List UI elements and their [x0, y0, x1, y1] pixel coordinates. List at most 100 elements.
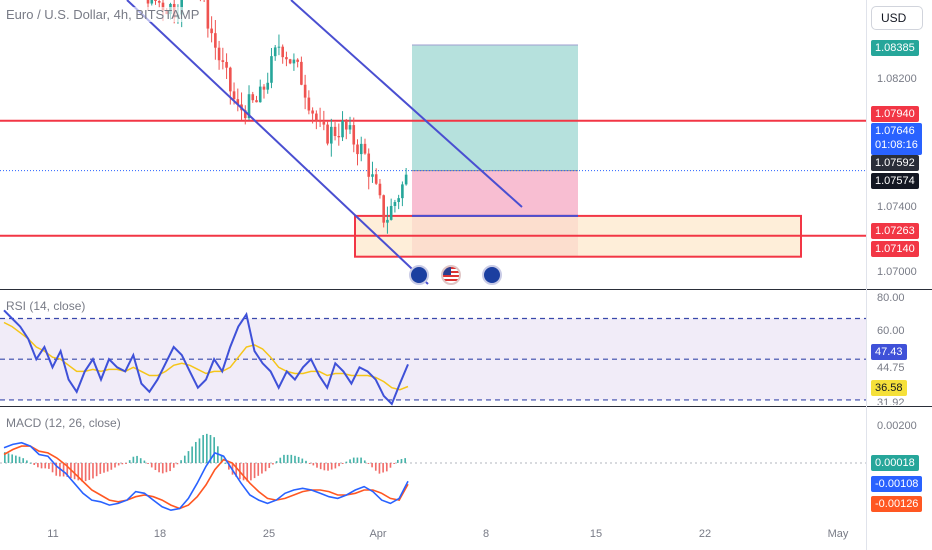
macd-histogram-bar [242, 462, 245, 481]
eu-event-flag-icon[interactable] [482, 265, 502, 285]
candle-body [344, 120, 348, 130]
currency-button[interactable]: USD [871, 6, 923, 30]
price-scale-border [866, 0, 867, 550]
candle-body [258, 86, 262, 103]
rsi-line [3, 309, 409, 406]
macd-histogram-bar [198, 438, 201, 463]
macd-histogram-bar [161, 462, 164, 474]
channel-lower-line [126, 0, 429, 285]
macd-histogram-bar [268, 462, 271, 468]
macd-histogram-bar [228, 462, 230, 470]
macd-histogram-bar [143, 460, 146, 463]
chart-title: Euro / U.S. Dollar, 4h, BITSTAMP [6, 7, 200, 22]
price-tick: 1.07000 [877, 266, 917, 278]
candle-body [311, 110, 314, 114]
candle-body [157, 1, 161, 3]
rsi-tick: 31.92 [877, 397, 905, 405]
candle-body [150, 0, 154, 4]
macd-histogram-bar [253, 462, 256, 479]
macd-histogram-bar [62, 462, 65, 477]
rsi-label[interactable]: RSI (14, close) [6, 299, 86, 313]
channel-upper-line [290, 0, 523, 208]
time-tick: May [827, 528, 849, 540]
candle-body [337, 136, 341, 138]
candle-body [307, 97, 311, 111]
macd-histogram-bar [275, 461, 278, 463]
macd-signal-badge: -0.00126 [871, 496, 923, 512]
candle-body [359, 143, 363, 155]
macd-histogram-bar [374, 462, 377, 471]
candle-body [371, 174, 374, 177]
candle-body [397, 198, 400, 203]
time-tick: 11 [47, 528, 59, 540]
macd-histogram-bar [73, 462, 76, 480]
macd-histogram-bar [400, 459, 403, 463]
candle-body [333, 126, 337, 137]
candle-body [255, 100, 258, 103]
macd-histogram-bar [180, 460, 182, 463]
candle-body [232, 91, 236, 100]
macd-line [3, 441, 409, 512]
rsi-ma-line [3, 321, 409, 391]
macd-histogram-bar [4, 452, 6, 463]
macd-histogram-bar [290, 454, 293, 463]
macd-histogram-bar [316, 462, 318, 468]
macd-histogram-bar [360, 457, 362, 463]
us-event-flag-icon[interactable] [441, 265, 461, 285]
candle-body [322, 121, 326, 125]
candle-body [161, 2, 165, 11]
macd-line-badge: -0.00108 [871, 476, 923, 492]
macd-histogram-bar [301, 458, 304, 463]
macd-histogram-bar [77, 462, 80, 481]
pane-separator[interactable] [0, 406, 932, 407]
time-tick: 15 [589, 528, 603, 540]
macd-histogram-bar [338, 462, 340, 467]
candle-body [315, 113, 318, 121]
macd-histogram-bar [327, 462, 329, 471]
candle-body [401, 184, 404, 199]
eu-event-flag-icon[interactable] [409, 265, 429, 285]
macd-histogram-bar [165, 462, 168, 473]
macd-histogram-bar [250, 462, 252, 481]
macd-histogram-bar [95, 462, 98, 477]
macd-label[interactable]: MACD (12, 26, close) [6, 416, 121, 430]
rsi-value-badge: 47.43 [871, 344, 907, 360]
macd-histogram-bar [404, 458, 406, 463]
macd-histogram-bar [220, 455, 223, 463]
macd-histogram-bar [283, 454, 285, 463]
candle-body [356, 144, 359, 155]
stop-loss-badge: 1.07140 [871, 241, 919, 257]
macd-histogram-bar [261, 462, 263, 474]
candle-body [229, 67, 232, 92]
macd-histogram-bar [139, 458, 142, 463]
candle-body [273, 47, 277, 57]
candle-body [281, 46, 284, 58]
macd-histogram-bar [363, 460, 366, 463]
take-profit-badge: 1.08385 [871, 40, 919, 56]
macd-tick: 0.00200 [877, 420, 917, 432]
rsi-tick: 60.00 [877, 325, 905, 337]
macd-histogram-bar [172, 462, 175, 468]
macd-histogram-bar [279, 457, 282, 463]
macd-histogram-bar [367, 462, 370, 464]
macd-histogram-bar [22, 458, 25, 463]
macd-histogram-bar [117, 462, 120, 466]
candle-body [296, 59, 299, 62]
macd-histogram-bar [84, 462, 87, 482]
candle-body [146, 0, 150, 4]
pane-separator[interactable] [0, 289, 932, 290]
resistance-badge: 1.07940 [871, 106, 919, 122]
macd-histogram-bar [194, 441, 197, 463]
time-tick: 22 [698, 528, 712, 540]
macd-histogram-bar [257, 462, 260, 476]
macd-histogram-bar [33, 462, 36, 466]
candle-body [363, 143, 367, 154]
macd-histogram-bar [103, 462, 105, 473]
position-price-badge: 1.07574 [871, 173, 919, 189]
macd-histogram-bar [51, 462, 54, 473]
macd-histogram-bar [37, 462, 39, 468]
candle-body [367, 153, 371, 177]
candle-body [243, 110, 247, 119]
